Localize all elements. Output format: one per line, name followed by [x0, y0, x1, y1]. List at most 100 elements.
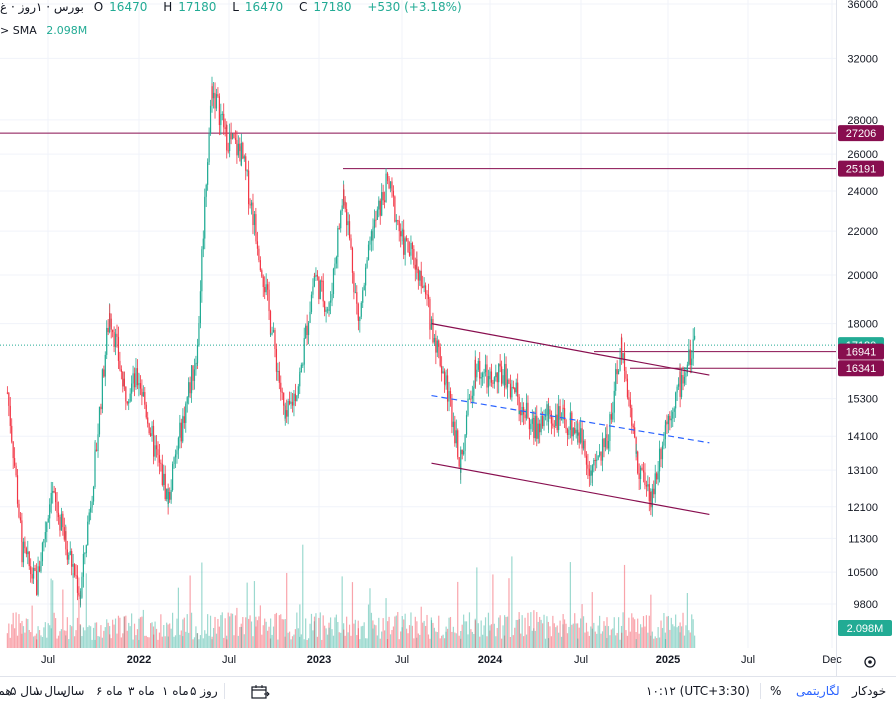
trend-lines[interactable]	[431, 323, 710, 516]
volume-bar	[669, 629, 671, 648]
price-label[interactable]: 27206	[838, 125, 884, 142]
volume-bar	[571, 624, 573, 648]
candle-body	[664, 421, 667, 426]
volume-bar	[648, 615, 650, 648]
trend-line[interactable]	[431, 394, 710, 444]
volume-bar	[512, 635, 514, 648]
candle	[132, 365, 134, 392]
candle	[125, 386, 127, 411]
candle	[407, 237, 409, 253]
candle	[664, 419, 667, 428]
volume-bar	[351, 582, 354, 648]
candle	[119, 351, 121, 372]
volume-bar	[43, 627, 45, 648]
volume-bar	[460, 638, 462, 648]
candle	[484, 354, 487, 377]
volume-bar	[506, 616, 509, 648]
candle	[66, 540, 68, 565]
volume-bar	[623, 564, 626, 648]
candle	[568, 426, 570, 440]
chevron-icon[interactable]: >	[0, 24, 10, 37]
trend-line[interactable]	[431, 323, 710, 376]
volume-bar	[62, 589, 64, 648]
gear-icon[interactable]	[864, 656, 876, 668]
candle-body	[57, 512, 60, 518]
trend-line[interactable]	[431, 462, 710, 516]
period-button[interactable]: ۱ ماه	[162, 684, 189, 698]
candle	[204, 188, 206, 250]
auto-toggle[interactable]: خودکار	[852, 684, 887, 698]
candle-body	[52, 490, 54, 493]
candle	[316, 270, 318, 281]
x-tick-label: Jul	[222, 654, 236, 666]
percent-toggle[interactable]: %	[770, 684, 782, 698]
volume-bar	[123, 616, 125, 648]
candle-body	[585, 455, 588, 465]
price-label[interactable]: 16941	[838, 343, 884, 360]
candle	[49, 498, 51, 530]
candle-body	[116, 333, 118, 337]
candle	[530, 419, 532, 436]
volume-bar	[509, 636, 512, 648]
horizontal-lines[interactable]	[0, 132, 836, 369]
candle	[24, 536, 26, 554]
candle	[476, 363, 478, 382]
volume-bar	[562, 614, 564, 648]
candle-body	[55, 492, 57, 503]
price-label[interactable]: 25191	[838, 160, 884, 177]
candle	[408, 241, 411, 257]
candle-body	[479, 360, 481, 379]
period-button[interactable]: سال	[62, 684, 85, 698]
candle	[694, 327, 696, 341]
candle-body	[142, 392, 144, 397]
candle-body	[404, 238, 406, 255]
log-toggle[interactable]: لگاریتمی	[796, 684, 840, 698]
period-button[interactable]: همه	[0, 684, 12, 698]
volume-bar	[640, 624, 642, 648]
volume-bar	[590, 626, 592, 648]
sma-indicator-row[interactable]: > SMA 2.098M	[0, 24, 87, 37]
volume-bar	[647, 632, 649, 648]
volume-bar	[335, 614, 337, 648]
price-label-bg	[838, 160, 884, 177]
volume-bar	[470, 629, 472, 648]
volume-bar	[606, 637, 608, 648]
candle	[618, 369, 620, 375]
volume-bar	[443, 638, 446, 648]
candle-body	[487, 376, 490, 388]
volume-bar	[580, 618, 582, 648]
period-button[interactable]: ۳ ماه	[128, 684, 155, 698]
symbol-title[interactable]: بورس · ۱روز · غ	[0, 0, 84, 14]
volume-bar	[394, 616, 396, 648]
price-axis[interactable]: 3600032000280002600024000220002000018000…	[838, 0, 892, 636]
candle	[577, 423, 579, 445]
candle-body	[688, 349, 690, 365]
time-axis[interactable]: Jul 2022 Jul 2023 Jul 2024 Jul 2025 Jul Dec	[41, 654, 876, 668]
candle-body	[667, 415, 669, 425]
period-button[interactable]: ۵ سال	[10, 684, 43, 698]
time-zone-label[interactable]: ۱۰:۱۲ (UTC+3:30)	[646, 684, 750, 698]
candle-body	[325, 309, 327, 312]
candle-body	[293, 393, 295, 406]
grid	[0, 0, 836, 648]
candle	[506, 368, 509, 399]
candle	[520, 402, 522, 426]
volume-bar	[133, 623, 136, 648]
volume-bar	[56, 638, 58, 648]
period-button[interactable]: ۶ ماه	[96, 684, 123, 698]
price-label[interactable]: 16341	[838, 360, 884, 377]
volume-bar	[310, 613, 313, 648]
sma-label: SMA	[12, 24, 37, 37]
candle-body	[202, 238, 204, 250]
candle-body	[79, 597, 82, 599]
candle-body	[512, 386, 514, 388]
candle-body	[112, 329, 114, 333]
period-button[interactable]: ۵ روز	[190, 684, 218, 698]
candle-body	[198, 323, 200, 346]
period-button[interactable]: ۱ سال	[34, 684, 67, 698]
volume-bar	[297, 628, 299, 648]
volume-bar	[625, 630, 627, 648]
volume-bar	[427, 634, 430, 648]
calendar-range-icon[interactable]	[250, 684, 270, 703]
